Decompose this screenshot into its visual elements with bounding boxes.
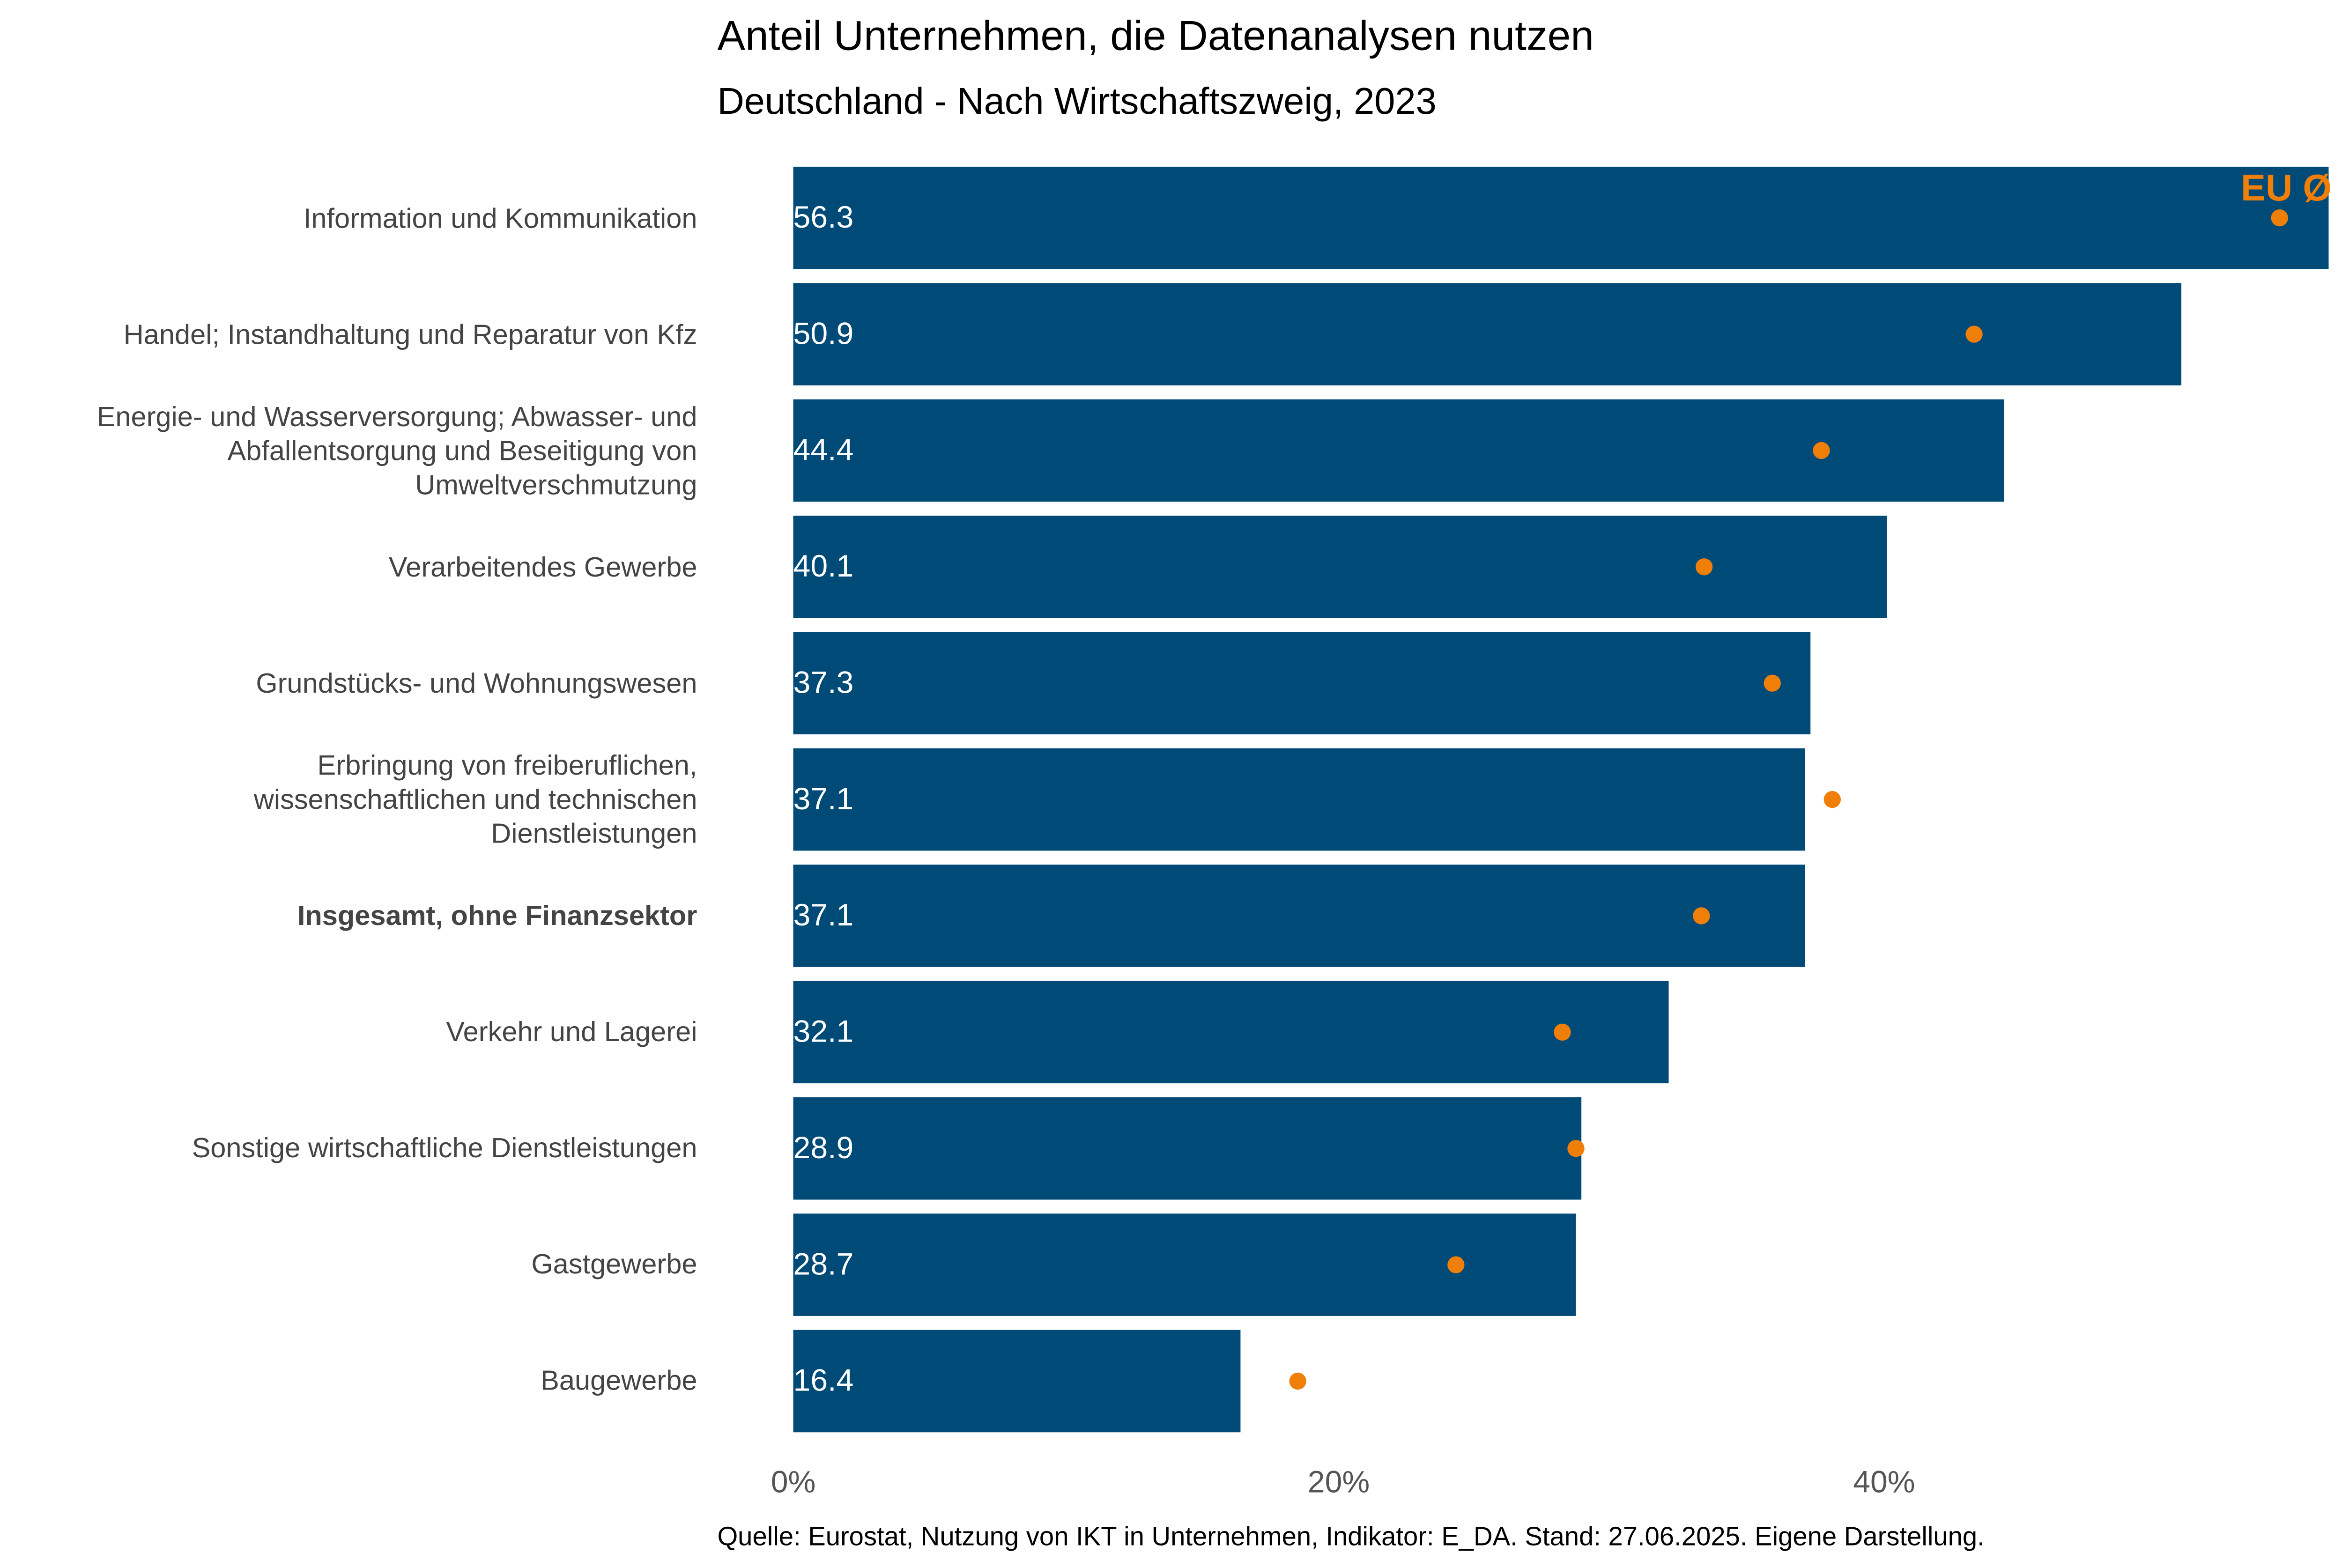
eu-average-dot (1695, 558, 1713, 576)
bar (793, 748, 1805, 851)
eu-average-dot (1965, 325, 1983, 343)
category-label-box: Verkehr und Lagerei (446, 1016, 697, 1048)
value-label: 16.4 (793, 1363, 854, 1398)
y-tick-label: Verkehr und Lagerei (446, 1016, 697, 1048)
category-label-box: Information und Kommunikation (303, 202, 697, 234)
x-tick-label: 20% (1308, 1465, 1370, 1500)
bar (793, 865, 1805, 967)
category-label-box: Sonstige wirtschaftliche Dienstleistunge… (192, 1133, 697, 1164)
eu-average-dot (1554, 1023, 1571, 1041)
eu-average-dot (1289, 1372, 1306, 1390)
bar (793, 166, 2329, 269)
value-label: 40.1 (793, 549, 854, 584)
value-label: 32.1 (793, 1014, 854, 1049)
eu-average-dot (1813, 442, 1830, 459)
bar (793, 516, 1887, 618)
eu-average-dot (1764, 674, 1781, 692)
eu-average-dot (2271, 209, 2288, 227)
value-label: 28.7 (793, 1247, 854, 1281)
value-label: 37.1 (793, 898, 854, 932)
bar (793, 981, 1669, 1084)
y-tick-label: Grundstücks- und Wohnungswesen (256, 667, 697, 699)
y-tick-label: Handel; Instandhaltung und Reparatur von… (123, 318, 697, 350)
bar (793, 1213, 1576, 1316)
source-note: Quelle: Eurostat, Nutzung von IKT in Unt… (717, 1522, 1984, 1551)
value-label: 50.9 (793, 316, 854, 351)
category-label-box: Erbringung von freiberuflichen, wissensc… (253, 750, 697, 849)
value-label: 37.1 (793, 782, 854, 816)
bar (793, 1330, 1241, 1433)
x-tick-label: 0% (771, 1465, 816, 1500)
bar (793, 1097, 1582, 1200)
category-label-box: Energie- und Wasserversorgung; Abwasser-… (96, 401, 697, 500)
chart-title: Anteil Unternehmen, die Datenanalysen nu… (717, 12, 1593, 59)
y-tick-label: Sonstige wirtschaftliche Dienstleistunge… (192, 1133, 697, 1164)
eu-average-dot (1567, 1140, 1585, 1157)
category-label-box: Insgesamt, ohne Finanzsektor (297, 900, 697, 932)
eu-average-dot (1693, 907, 1710, 925)
category-label-box: Handel; Instandhaltung und Reparatur von… (123, 318, 697, 350)
y-tick-label: Information und Kommunikation (303, 202, 697, 234)
value-label: 56.3 (793, 200, 854, 235)
y-tick-label: Baugewerbe (541, 1365, 697, 1397)
x-tick-label: 40% (1853, 1465, 1915, 1500)
y-tick-label: Energie- und Wasserversorgung; Abwasser-… (96, 401, 697, 500)
y-tick-label: Gastgewerbe (531, 1249, 697, 1280)
bar (793, 632, 1811, 734)
eu-average-dot (1823, 791, 1841, 808)
category-label-box: Baugewerbe (541, 1365, 697, 1397)
eu-legend-label: EU Ø (2241, 167, 2332, 208)
y-tick-label: Verarbeitendes Gewerbe (388, 551, 697, 583)
chart-subtitle: Deutschland - Nach Wirtschaftszweig, 202… (717, 80, 1436, 122)
bar (793, 399, 2004, 502)
category-label-box: Verarbeitendes Gewerbe (388, 551, 697, 583)
value-label: 37.3 (793, 665, 854, 700)
y-tick-label: Erbringung von freiberuflichen, wissensc… (253, 750, 697, 849)
category-label-box: Gastgewerbe (531, 1249, 697, 1280)
bar (793, 283, 2182, 385)
value-label: 28.9 (793, 1131, 854, 1165)
value-label: 44.4 (793, 433, 854, 467)
y-tick-label: Insgesamt, ohne Finanzsektor (297, 900, 697, 932)
eu-average-dot (1447, 1256, 1465, 1273)
category-label-box: Grundstücks- und Wohnungswesen (256, 667, 697, 699)
